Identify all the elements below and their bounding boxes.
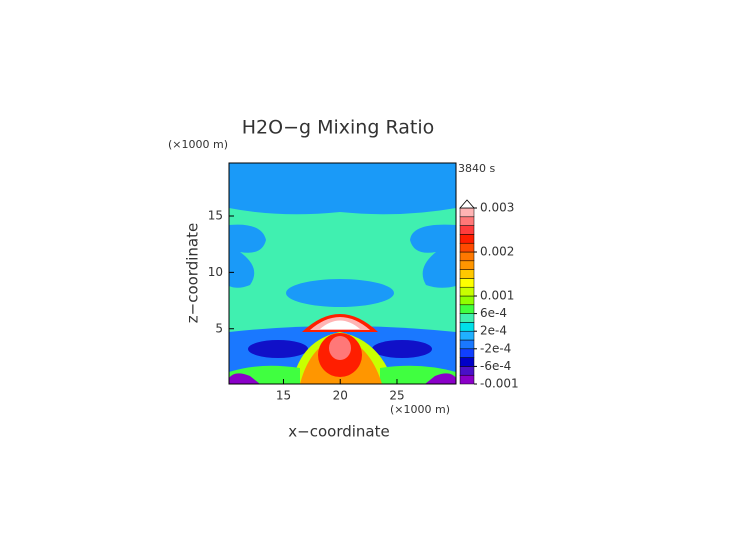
y-axis-title: z−coordinate bbox=[184, 223, 202, 323]
colorbar-band bbox=[459, 225, 475, 235]
colorbar-tick-label: -6e-4 bbox=[480, 359, 511, 373]
colorbar-extend bbox=[459, 199, 475, 209]
colorbar-band bbox=[459, 366, 475, 376]
colorbar-band bbox=[459, 295, 475, 306]
colorbar-band bbox=[459, 304, 475, 314]
colorbar-band bbox=[459, 251, 475, 262]
y-unit: (×1000 m) bbox=[168, 138, 228, 151]
colorbar-tick-label: 2e-4 bbox=[480, 324, 507, 338]
colorbar-band bbox=[459, 260, 475, 270]
colorbar-band bbox=[459, 348, 475, 358]
x-unit: (×1000 m) bbox=[390, 403, 450, 416]
colorbar-tick-label: 0.003 bbox=[480, 201, 514, 215]
colorbar-band bbox=[459, 374, 475, 385]
y-tick-label: 5 bbox=[215, 321, 223, 335]
colorbar-tick-label: 6e-4 bbox=[480, 306, 507, 320]
x-tick-label: 20 bbox=[333, 389, 348, 403]
x-tick-label: 15 bbox=[276, 389, 291, 403]
colorbar-band bbox=[459, 357, 475, 367]
colorbar-band bbox=[459, 339, 475, 350]
colorbar-tick-label: 0.002 bbox=[480, 245, 514, 259]
plot-frame bbox=[228, 162, 457, 385]
x-tick-label: 25 bbox=[389, 389, 404, 403]
colorbar-band bbox=[459, 286, 475, 297]
colorbar-band bbox=[459, 242, 475, 253]
colorbar-band bbox=[459, 207, 475, 218]
colorbar-tick-label: 0.001 bbox=[480, 289, 514, 303]
colorbar-band bbox=[459, 234, 475, 244]
colorbar-tick-label: -0.001 bbox=[480, 377, 519, 391]
y-tick-label: 10 bbox=[208, 265, 223, 279]
chart-title: H2O−g Mixing Ratio bbox=[242, 117, 434, 139]
colorbar-band bbox=[459, 322, 475, 332]
time-label: 3840 s bbox=[458, 162, 495, 175]
colorbar-band bbox=[459, 269, 475, 279]
contour-field bbox=[229, 163, 456, 384]
colorbar-band bbox=[459, 313, 475, 323]
colorbar-tick-label: -2e-4 bbox=[480, 341, 511, 355]
y-tick-label: 15 bbox=[208, 208, 223, 222]
colorbar-band bbox=[459, 278, 475, 288]
colorbar-band bbox=[459, 216, 475, 226]
colorbar-band bbox=[459, 330, 475, 341]
x-axis-title: x−coordinate bbox=[288, 423, 389, 441]
